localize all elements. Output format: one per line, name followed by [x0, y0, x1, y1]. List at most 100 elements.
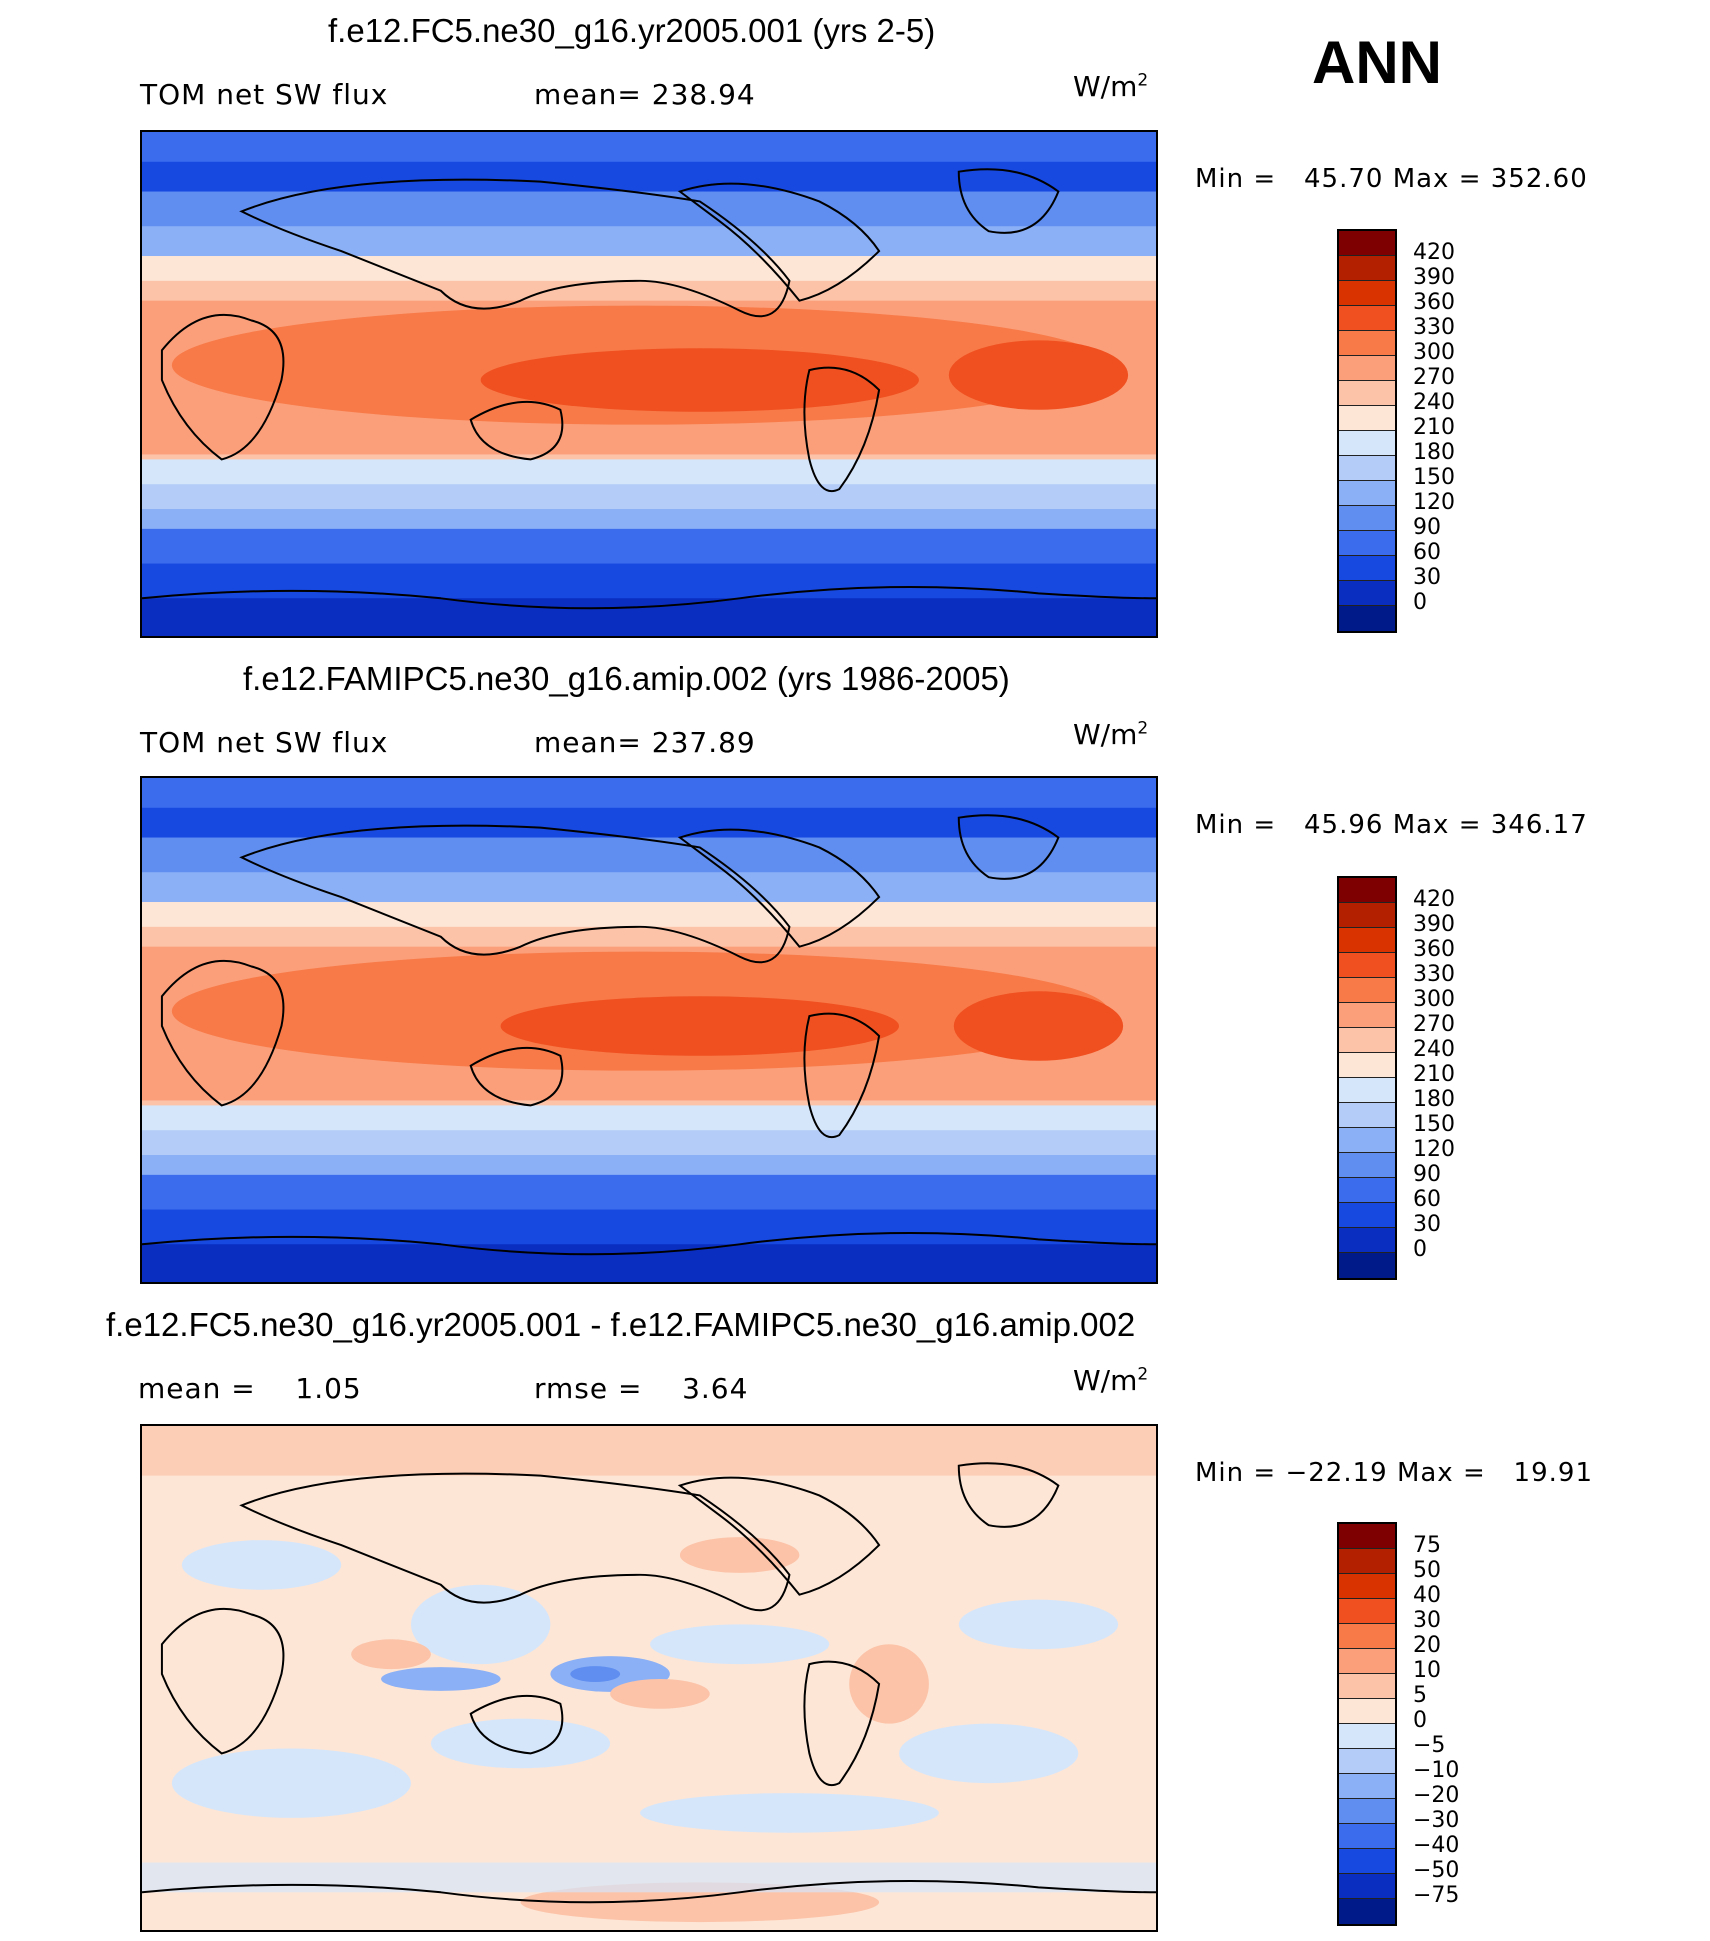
colorbar-tick-label: −50: [1413, 1858, 1460, 1883]
colorbar-tick-label: 5: [1413, 1683, 1427, 1708]
colorbar-tick-label: 0: [1413, 1237, 1427, 1262]
colorbar-tick-label: 300: [1413, 340, 1455, 365]
colorbar-tick-label: 30: [1413, 1608, 1441, 1633]
panel-3-rmse-label: rmse = 3.64: [534, 1372, 749, 1405]
colorbar-swatch: [1339, 1799, 1395, 1824]
colorbar-tick-label: 420: [1413, 887, 1455, 912]
colorbar-tick-label: 150: [1413, 1112, 1455, 1137]
panel-1-map: [140, 130, 1158, 638]
panel-3-mean-label: mean = 1.05: [138, 1372, 362, 1405]
colorbar-tick-label: 300: [1413, 987, 1455, 1012]
panel-1-field: [142, 132, 1156, 636]
colorbar-tick-label: 390: [1413, 912, 1455, 937]
colorbar-swatch: [1339, 1574, 1395, 1599]
colorbar-swatch: [1339, 1178, 1395, 1203]
colorbar-tick-label: 210: [1413, 1062, 1455, 1087]
colorbar-swatch: [1339, 1724, 1395, 1749]
colorbar-swatch: [1339, 1599, 1395, 1624]
colorbar-swatch: [1339, 531, 1395, 556]
colorbar-swatch: [1339, 1128, 1395, 1153]
colorbar-tick-label: 120: [1413, 490, 1455, 515]
colorbar-tick-label: 150: [1413, 465, 1455, 490]
colorbar-swatch: [1339, 306, 1395, 331]
panel-2-mean-label: mean= 237.89: [534, 726, 756, 759]
colorbar-swatch: [1339, 1103, 1395, 1128]
panel-1-colorbar: [1337, 229, 1397, 633]
colorbar-swatch: [1339, 1003, 1395, 1028]
colorbar-tick-label: 30: [1413, 1212, 1441, 1237]
colorbar-swatch: [1339, 581, 1395, 606]
panel-1-unit: W/m2: [1073, 70, 1149, 103]
colorbar-tick-label: 390: [1413, 265, 1455, 290]
colorbar-tick-label: 360: [1413, 937, 1455, 962]
colorbar-swatch: [1339, 953, 1395, 978]
panel-1-variable-label: TOM net SW flux: [140, 78, 389, 111]
colorbar-swatch: [1339, 1699, 1395, 1724]
colorbar-tick-label: 50: [1413, 1558, 1441, 1583]
colorbar-swatch: [1339, 1649, 1395, 1674]
panel-2-unit: W/m2: [1073, 718, 1149, 751]
colorbar-swatch: [1339, 1774, 1395, 1799]
colorbar-tick-label: 90: [1413, 1162, 1441, 1187]
panel-2-map: [140, 776, 1158, 1284]
colorbar-swatch: [1339, 1228, 1395, 1253]
colorbar-tick-label: 210: [1413, 415, 1455, 440]
colorbar-swatch: [1339, 1253, 1395, 1278]
colorbar-swatch: [1339, 556, 1395, 581]
colorbar-swatch: [1339, 481, 1395, 506]
colorbar-tick-label: −10: [1413, 1758, 1460, 1783]
colorbar-swatch: [1339, 1078, 1395, 1103]
colorbar-swatch: [1339, 406, 1395, 431]
colorbar-tick-label: 240: [1413, 390, 1455, 415]
panel-3-minmax: Min = −22.19 Max = 19.91: [1195, 1458, 1593, 1488]
colorbar-swatch: [1339, 356, 1395, 381]
colorbar-swatch: [1339, 256, 1395, 281]
colorbar-swatch: [1339, 1153, 1395, 1178]
panel-2-title: f.e12.FAMIPC5.ne30_g16.amip.002 (yrs 198…: [243, 660, 1010, 697]
panel-1-minmax: Min = 45.70 Max = 352.60: [1195, 164, 1588, 194]
colorbar-swatch: [1339, 456, 1395, 481]
colorbar-swatch: [1339, 1824, 1395, 1849]
colorbar-swatch: [1339, 1624, 1395, 1649]
colorbar-tick-label: −30: [1413, 1808, 1460, 1833]
colorbar-tick-label: 10: [1413, 1658, 1441, 1683]
colorbar-swatch: [1339, 878, 1395, 903]
colorbar-tick-label: 75: [1413, 1533, 1441, 1558]
colorbar-swatch: [1339, 381, 1395, 406]
colorbar-tick-label: 40: [1413, 1583, 1441, 1608]
colorbar-swatch: [1339, 1849, 1395, 1874]
colorbar-swatch: [1339, 506, 1395, 531]
colorbar-tick-label: −40: [1413, 1833, 1460, 1858]
colorbar-swatch: [1339, 1674, 1395, 1699]
colorbar-swatch: [1339, 231, 1395, 256]
season-label: ANN: [1312, 29, 1442, 96]
colorbar-tick-label: 420: [1413, 240, 1455, 265]
colorbar-tick-label: −5: [1413, 1733, 1446, 1758]
colorbar-tick-label: 180: [1413, 440, 1455, 465]
panel-3-colorbar: [1337, 1522, 1397, 1926]
colorbar-swatch: [1339, 281, 1395, 306]
colorbar-tick-label: 30: [1413, 565, 1441, 590]
colorbar-tick-label: 180: [1413, 1087, 1455, 1112]
panel-2-variable-label: TOM net SW flux: [140, 726, 389, 759]
panel-2-minmax: Min = 45.96 Max = 346.17: [1195, 810, 1588, 840]
colorbar-swatch: [1339, 1749, 1395, 1774]
panel-3-field: [142, 1426, 1156, 1930]
colorbar-tick-label: 270: [1413, 365, 1455, 390]
colorbar-tick-label: −75: [1413, 1883, 1460, 1908]
colorbar-swatch: [1339, 928, 1395, 953]
colorbar-swatch: [1339, 331, 1395, 356]
panel-3-title: f.e12.FC5.ne30_g16.yr2005.001 - f.e12.FA…: [106, 1306, 1136, 1343]
colorbar-swatch: [1339, 1874, 1395, 1899]
colorbar-tick-label: 330: [1413, 962, 1455, 987]
colorbar-swatch: [1339, 1524, 1395, 1549]
colorbar-tick-label: 60: [1413, 1187, 1441, 1212]
colorbar-swatch: [1339, 1028, 1395, 1053]
colorbar-tick-label: −20: [1413, 1783, 1460, 1808]
colorbar-tick-label: 240: [1413, 1037, 1455, 1062]
colorbar-tick-label: 0: [1413, 1708, 1427, 1733]
colorbar-tick-label: 360: [1413, 290, 1455, 315]
colorbar-swatch: [1339, 1549, 1395, 1574]
colorbar-swatch: [1339, 431, 1395, 456]
panel-3-map: [140, 1424, 1158, 1932]
